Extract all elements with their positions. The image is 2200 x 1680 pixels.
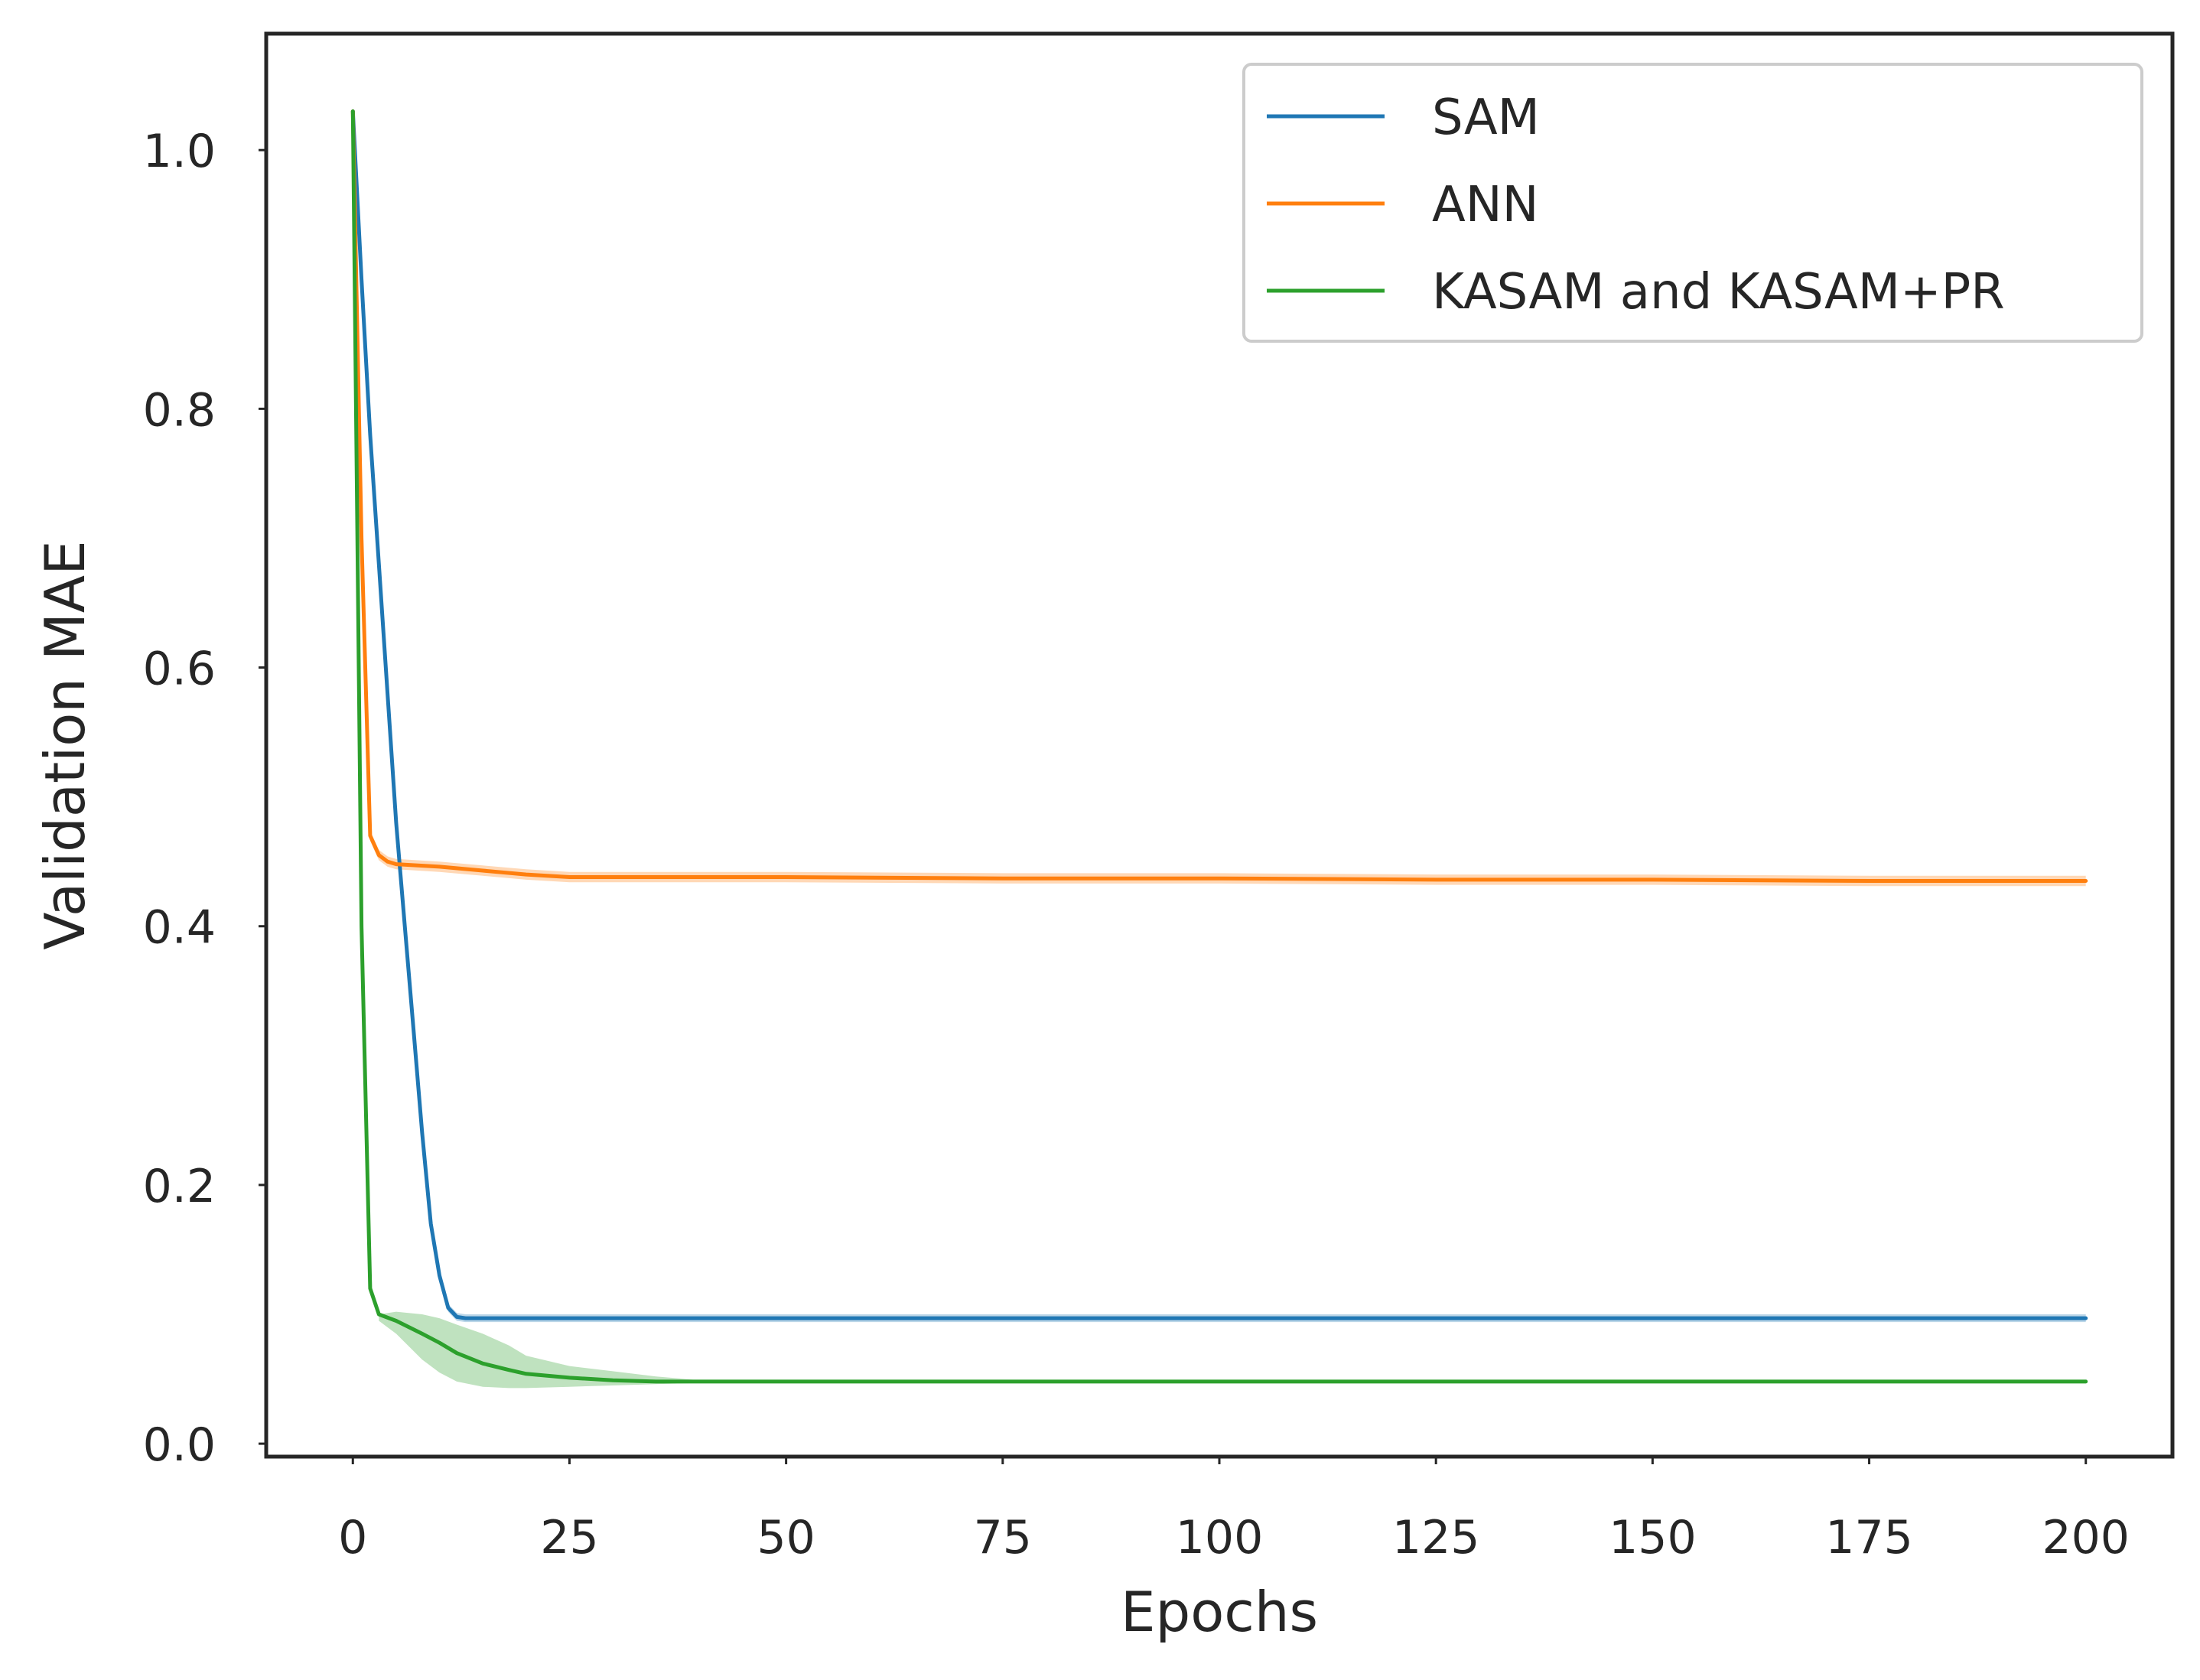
legend-label-sam: SAM (1432, 90, 1540, 146)
confidence-bands (353, 106, 2086, 1389)
x-axis-label: Epochs (1121, 1580, 1318, 1644)
y-tick-label: 0.0 (143, 1418, 216, 1472)
sam-line (350, 109, 2088, 1320)
legend-box (1242, 63, 2143, 343)
y-axis-label: Validation MAE (33, 540, 97, 949)
x-tick-label: 175 (1825, 1511, 1913, 1564)
y-axis-ticks: 0.0 0.2 0.4 0.6 0.8 1.0 (143, 125, 266, 1472)
y-tick-label: 0.8 (143, 383, 216, 437)
x-tick-label: 100 (1176, 1511, 1264, 1564)
x-tick-label: 0 (338, 1511, 367, 1564)
y-tick-label: 1.0 (143, 125, 216, 178)
series-lines (350, 109, 2088, 1384)
x-tick-label: 125 (1392, 1511, 1480, 1564)
x-tick-label: 150 (1609, 1511, 1697, 1564)
x-tick-label: 25 (540, 1511, 598, 1564)
x-tick-label: 75 (974, 1511, 1032, 1564)
y-tick-label: 0.6 (143, 643, 216, 696)
x-axis-ticks: 0 25 50 75 100 125 150 175 200 (338, 1457, 2130, 1564)
ann-line (350, 109, 2088, 883)
x-tick-label: 200 (2042, 1511, 2130, 1564)
legend-label-kasam-and-kasam-pr: KASAM and KASAM+PR (1432, 264, 2005, 321)
legend: SAM ANN KASAM and KASAM+PR (1242, 63, 2143, 343)
y-tick-label: 0.2 (143, 1160, 216, 1213)
kasam-and-kasam-pr-line (350, 109, 2088, 1384)
y-tick-label: 0.4 (143, 901, 216, 955)
x-tick-label: 50 (757, 1511, 815, 1564)
kasam-and-kasam-pr-band (379, 1311, 700, 1389)
legend-label-ann: ANN (1432, 177, 1539, 233)
